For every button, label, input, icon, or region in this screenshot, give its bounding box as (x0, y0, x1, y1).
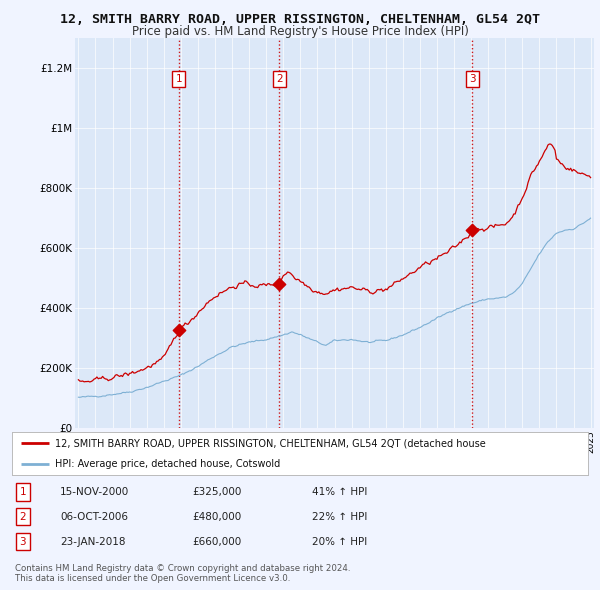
Text: 2: 2 (19, 512, 26, 522)
Text: Contains HM Land Registry data © Crown copyright and database right 2024.
This d: Contains HM Land Registry data © Crown c… (15, 563, 350, 583)
Text: £660,000: £660,000 (192, 537, 241, 546)
Text: 1: 1 (175, 74, 182, 84)
Text: 2: 2 (276, 74, 283, 84)
Text: £325,000: £325,000 (192, 487, 241, 497)
Text: 3: 3 (469, 74, 475, 84)
Text: £480,000: £480,000 (192, 512, 241, 522)
Text: 20% ↑ HPI: 20% ↑ HPI (312, 537, 367, 546)
Text: 3: 3 (19, 537, 26, 546)
Text: Price paid vs. HM Land Registry's House Price Index (HPI): Price paid vs. HM Land Registry's House … (131, 25, 469, 38)
Text: 15-NOV-2000: 15-NOV-2000 (60, 487, 129, 497)
Text: 12, SMITH BARRY ROAD, UPPER RISSINGTON, CHELTENHAM, GL54 2QT (detached house: 12, SMITH BARRY ROAD, UPPER RISSINGTON, … (55, 438, 486, 448)
Point (467, 225, 477, 235)
Point (174, 326, 184, 335)
Text: 41% ↑ HPI: 41% ↑ HPI (312, 487, 367, 497)
Text: 1: 1 (19, 487, 26, 497)
Text: HPI: Average price, detached house, Cotswold: HPI: Average price, detached house, Cots… (55, 460, 280, 469)
Text: 12, SMITH BARRY ROAD, UPPER RISSINGTON, CHELTENHAM, GL54 2QT: 12, SMITH BARRY ROAD, UPPER RISSINGTON, … (60, 13, 540, 26)
Text: 06-OCT-2006: 06-OCT-2006 (60, 512, 128, 522)
Text: 23-JAN-2018: 23-JAN-2018 (60, 537, 125, 546)
Point (275, 279, 284, 289)
Text: 22% ↑ HPI: 22% ↑ HPI (312, 512, 367, 522)
